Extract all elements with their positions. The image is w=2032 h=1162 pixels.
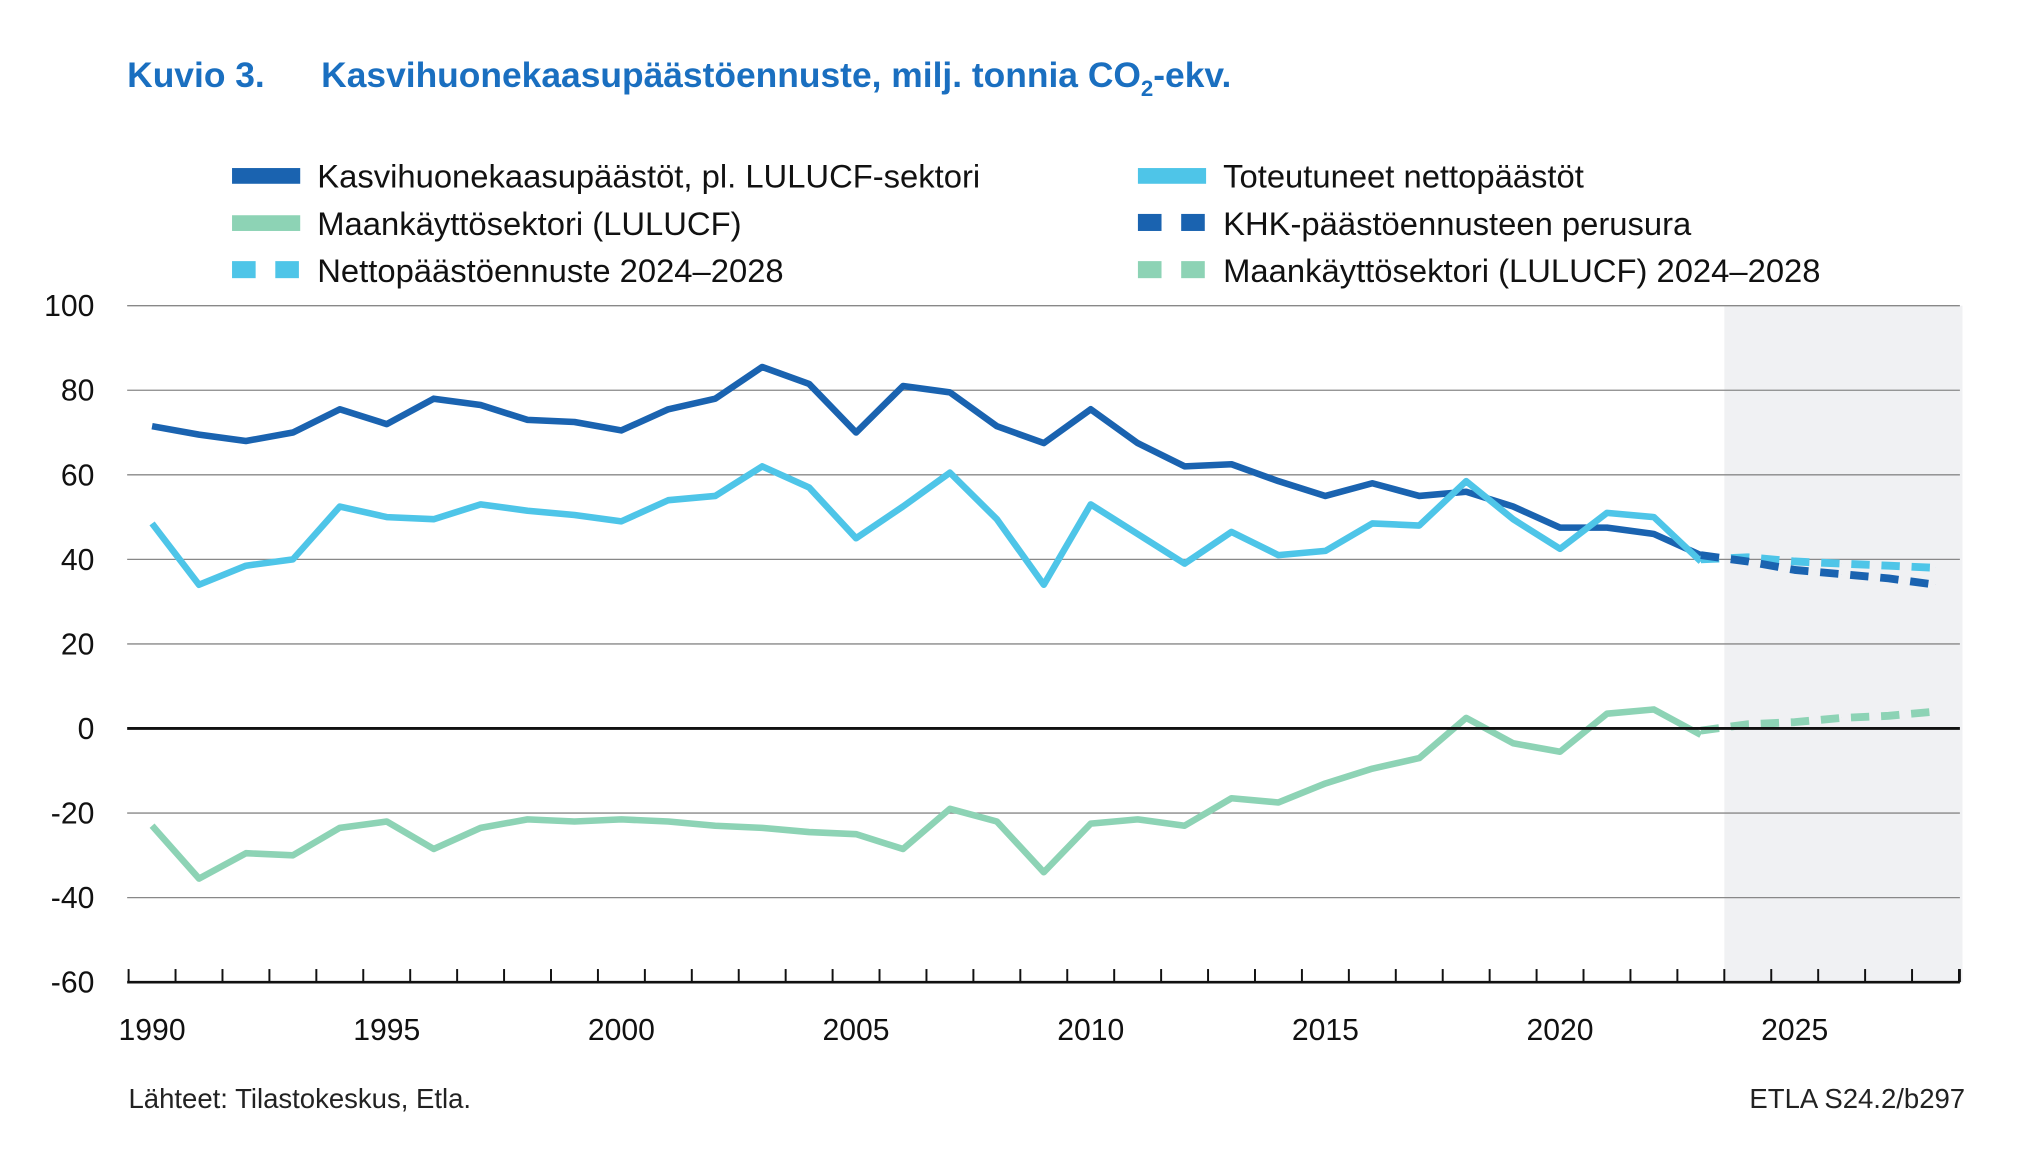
x-tick-label: 1995: [353, 1014, 420, 1047]
legend-item: Maankäyttösektori (LULUCF) 2024–2028: [1137, 252, 1821, 289]
legend-item: Nettopäästöennuste 2024–2028: [232, 252, 784, 289]
legend-swatch: [1137, 168, 1207, 184]
legend-item: Toteutuneet nettopäästöt: [1137, 158, 1584, 195]
y-tick-label: -40: [51, 882, 95, 915]
y-tick-label: 60: [61, 459, 95, 492]
legend-swatch: [1137, 261, 1162, 279]
legend: Kasvihuonekaasupäästöt, pl. LULUCF-sekto…: [232, 158, 1821, 289]
x-tick-label: 2010: [1057, 1014, 1124, 1047]
legend-swatch: [1137, 213, 1162, 231]
legend-swatch: [232, 215, 301, 231]
series-line: [149, 706, 1703, 882]
legend-swatch: [1181, 213, 1205, 231]
legend-swatch: [275, 261, 299, 279]
series-line: [1700, 551, 1937, 589]
x-tick-label: 2005: [823, 1014, 890, 1047]
source-note: Lähteet: Tilastokeskus, Etla.: [128, 1083, 471, 1114]
legend-swatch: [1181, 261, 1205, 279]
legend-item: Kasvihuonekaasupäästöt, pl. LULUCF-sekto…: [232, 158, 980, 195]
x-tick-label: 2000: [588, 1014, 655, 1047]
legend-label: Kasvihuonekaasupäästöt, pl. LULUCF-sekto…: [317, 158, 980, 195]
x-tick-label: 2025: [1761, 1014, 1828, 1047]
y-tick-label: 0: [78, 713, 95, 746]
series-line: [1700, 707, 1936, 735]
chart-figure-label: Kuvio 3.: [127, 56, 265, 95]
legend-label: Maankäyttösektori (LULUCF): [317, 205, 741, 242]
legend-item: Maankäyttösektori (LULUCF): [232, 205, 742, 242]
x-tick-label: 2015: [1292, 1014, 1359, 1047]
legend-swatch: [232, 168, 301, 184]
legend-label: Maankäyttösektori (LULUCF) 2024–2028: [1223, 252, 1820, 289]
chart-code: ETLA S24.2/b297: [1749, 1083, 1965, 1114]
legend-label: KHK-päästöennusteen perusura: [1223, 205, 1692, 242]
y-tick-label: -60: [51, 967, 95, 1000]
legend-swatch: [232, 261, 256, 279]
series-line: [149, 463, 1704, 589]
x-tick-label: 1990: [119, 1014, 186, 1047]
y-tick-label: 80: [61, 375, 95, 408]
y-tick-label: 40: [61, 544, 95, 577]
y-tick-label: 100: [44, 290, 94, 323]
x-tick-label: 2020: [1527, 1014, 1594, 1047]
chart-title: Kasvihuonekaasupäästöennuste, milj. tonn…: [321, 56, 1231, 101]
y-tick-label: -20: [51, 798, 95, 831]
legend-label: Toteutuneet nettopäästöt: [1223, 158, 1584, 195]
series-line: [151, 363, 1703, 559]
y-tick-label: 20: [61, 628, 95, 661]
legend-label: Nettopäästöennuste 2024–2028: [317, 252, 783, 289]
legend-item: KHK-päästöennusteen perusura: [1137, 205, 1692, 242]
